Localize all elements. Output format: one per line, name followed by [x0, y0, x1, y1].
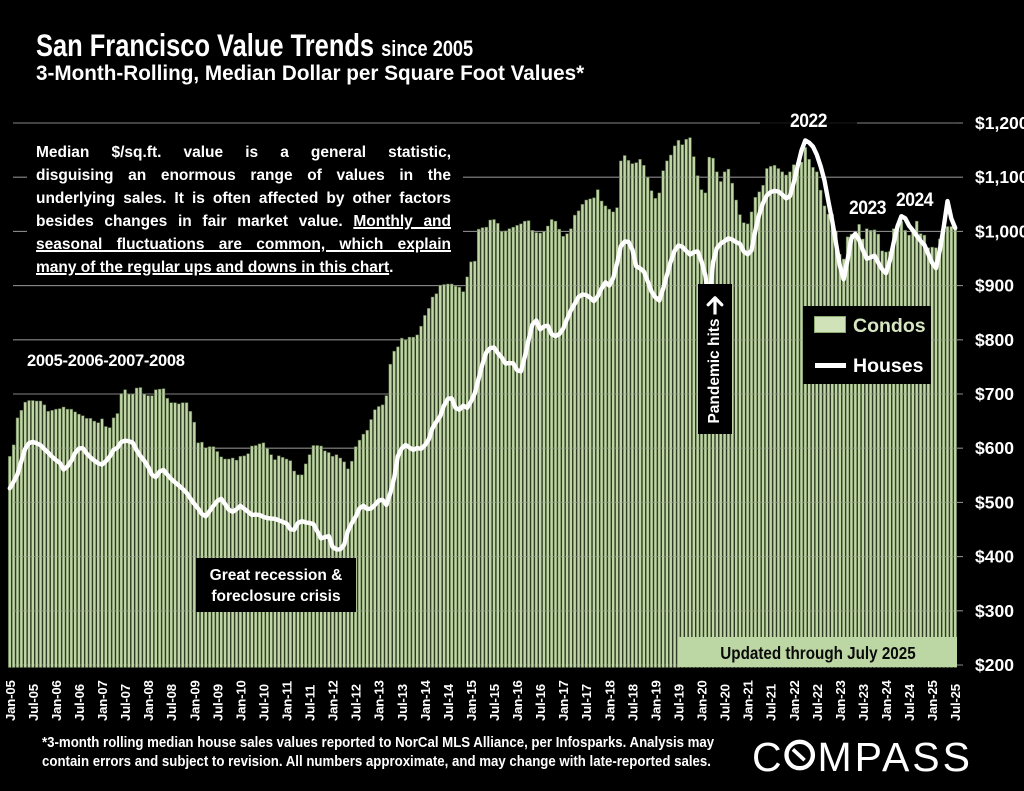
- svg-text:Jul-16: Jul-16: [533, 684, 548, 721]
- svg-text:Jul-11: Jul-11: [303, 685, 318, 721]
- svg-text:$600: $600: [975, 438, 1014, 458]
- svg-text:Jan-07: Jan-07: [95, 680, 110, 721]
- svg-text:$1,100: $1,100: [975, 167, 1024, 187]
- svg-text:$500: $500: [975, 492, 1014, 512]
- svg-text:Jan-20: Jan-20: [695, 680, 710, 721]
- svg-text:Jan-22: Jan-22: [787, 680, 802, 721]
- svg-text:Jan-14: Jan-14: [418, 680, 433, 721]
- svg-text:Jan-24: Jan-24: [879, 680, 894, 721]
- svg-text:Jul-19: Jul-19: [672, 684, 687, 721]
- svg-text:Jul-25: Jul-25: [948, 684, 963, 721]
- svg-text:Jan-25: Jan-25: [925, 680, 940, 721]
- svg-text:Jan-11: Jan-11: [280, 681, 295, 721]
- svg-text:Jul-22: Jul-22: [810, 684, 825, 721]
- svg-text:Jul-21: Jul-21: [764, 684, 779, 721]
- svg-text:$1,200: $1,200: [975, 113, 1024, 133]
- svg-text:Jan-12: Jan-12: [326, 680, 341, 721]
- svg-text:Jul-13: Jul-13: [395, 684, 410, 721]
- svg-text:Jul-24: Jul-24: [902, 683, 917, 721]
- svg-text:Jul-10: Jul-10: [256, 684, 271, 721]
- svg-text:Jan-16: Jan-16: [510, 680, 525, 721]
- svg-text:Jul-08: Jul-08: [164, 684, 179, 721]
- svg-text:Jan-19: Jan-19: [648, 680, 663, 721]
- svg-text:Jan-09: Jan-09: [187, 680, 202, 721]
- svg-text:Jan-06: Jan-06: [49, 680, 64, 721]
- svg-text:$1,000: $1,000: [975, 221, 1024, 241]
- svg-text:$700: $700: [975, 384, 1014, 404]
- svg-text:$800: $800: [975, 330, 1014, 350]
- svg-text:$400: $400: [975, 547, 1014, 567]
- svg-text:Jul-15: Jul-15: [487, 684, 502, 721]
- svg-text:Jul-18: Jul-18: [625, 684, 640, 721]
- svg-text:Jan-08: Jan-08: [141, 680, 156, 721]
- svg-text:Jul-17: Jul-17: [579, 684, 594, 721]
- svg-text:$900: $900: [975, 276, 1014, 296]
- svg-text:Jan-21: Jan-21: [741, 680, 756, 721]
- svg-text:$300: $300: [975, 601, 1014, 621]
- svg-text:Jan-15: Jan-15: [464, 680, 479, 721]
- svg-text:MPASS: MPASS: [818, 734, 974, 777]
- svg-text:Jan-23: Jan-23: [833, 680, 848, 721]
- svg-text:C: C: [752, 734, 782, 777]
- svg-text:Jul-14: Jul-14: [441, 683, 456, 721]
- svg-text:Jan-17: Jan-17: [556, 680, 571, 721]
- svg-text:Jan-13: Jan-13: [372, 680, 387, 721]
- svg-text:Jul-09: Jul-09: [210, 684, 225, 721]
- svg-text:Jul-07: Jul-07: [118, 684, 133, 721]
- svg-text:Jul-23: Jul-23: [856, 684, 871, 721]
- svg-text:Jan-05: Jan-05: [3, 680, 18, 721]
- svg-text:Jul-12: Jul-12: [349, 684, 364, 721]
- svg-text:Jul-20: Jul-20: [718, 684, 733, 721]
- svg-text:Jan-18: Jan-18: [602, 680, 617, 721]
- svg-text:Jul-06: Jul-06: [72, 684, 87, 721]
- svg-text:Jul-05: Jul-05: [26, 684, 41, 721]
- svg-text:Jan-10: Jan-10: [233, 680, 248, 721]
- svg-text:$200: $200: [975, 655, 1014, 675]
